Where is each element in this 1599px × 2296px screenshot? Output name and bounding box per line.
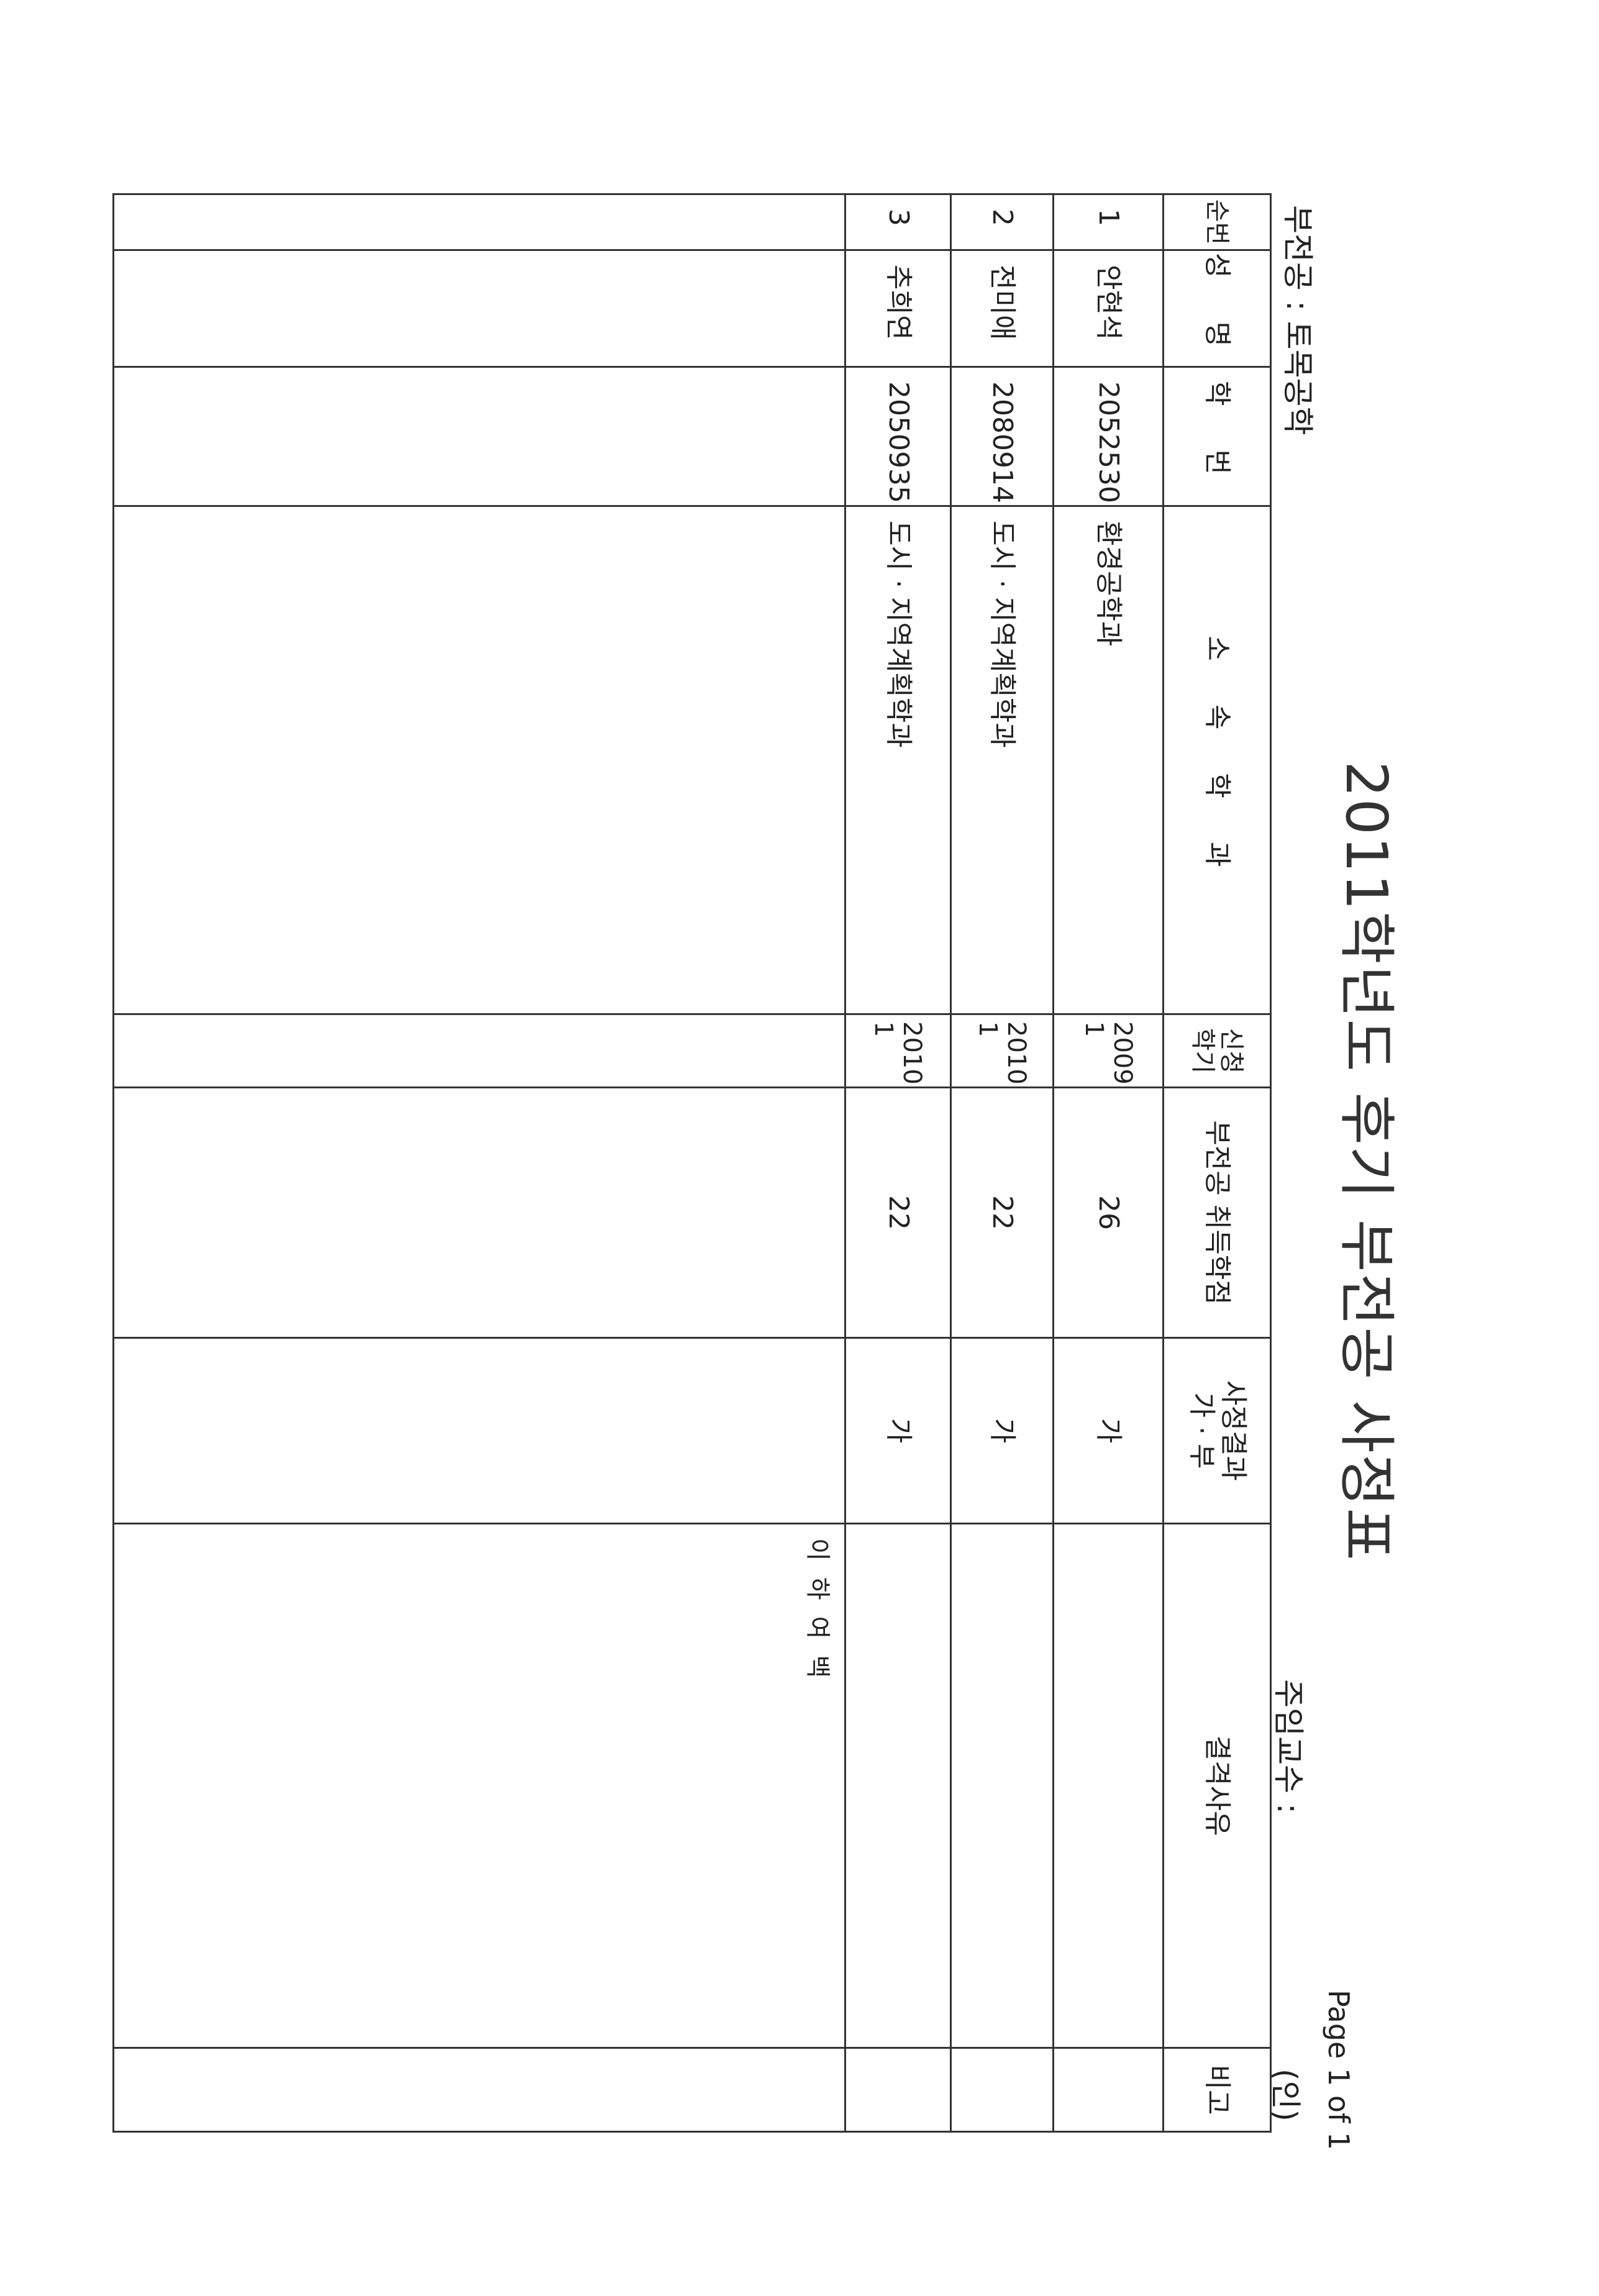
cell-remarks [1053, 2048, 1164, 2132]
table-row: 1 안현석 20525302 환경공학과 2009 1 26 가 [1053, 194, 1164, 2132]
cell-name: 전미애 [950, 250, 1054, 367]
cell-remarks [845, 2048, 951, 2132]
cell-term: 1 [869, 1021, 898, 1037]
cell-department: 도시 · 지역계획학과 [845, 506, 951, 1014]
page-indicator: Page 1 of 1 [1322, 1990, 1355, 2151]
cell-end-note: 이하여백 [113, 1523, 845, 2048]
cell-empty [113, 1087, 845, 1338]
cell-no: 3 [845, 194, 951, 250]
cell-term: 1 [973, 1021, 1002, 1037]
header-name: 성 명 [1163, 250, 1271, 367]
header-department: 소 속 학 과 [1163, 506, 1271, 1014]
cell-result: 가 [950, 1337, 1054, 1524]
cell-empty [113, 194, 845, 250]
cell-credits: 26 [1053, 1087, 1164, 1338]
cell-semester: 2010 1 [845, 1014, 951, 1088]
seal-label: (인) [1267, 2069, 1303, 2122]
header-no: 순번 [1163, 194, 1271, 250]
cell-disqualification [950, 1523, 1054, 2048]
table-header-row: 순번 성 명 학 번 소 속 학 과 신청 학기 부전공 취득학점 사정결과 가 ·… [1163, 194, 1271, 2132]
cell-year: 2010 [898, 1021, 927, 1085]
professor-label: 주임교수 : [1270, 1679, 1306, 1814]
header-semester-line1: 신청 [1217, 1027, 1246, 1074]
cell-department: 환경공학과 [1053, 506, 1164, 1014]
cell-no: 2 [950, 194, 1054, 250]
cell-student-id: 20809141 [950, 367, 1054, 506]
header-semester-line2: 학기 [1188, 1027, 1217, 1074]
cell-credits: 22 [845, 1087, 951, 1338]
cell-semester: 2010 1 [950, 1014, 1054, 1088]
cell-disqualification [1053, 1523, 1164, 2048]
cell-student-id: 20525302 [1053, 367, 1164, 506]
header-result: 사정결과 가 · 부 [1163, 1337, 1271, 1524]
cell-term: 1 [1080, 1021, 1108, 1037]
cell-year: 2010 [1002, 1021, 1031, 1085]
table-row: 2 전미애 20809141 도시 · 지역계획학과 2010 1 22 가 [950, 194, 1054, 2132]
cell-empty [113, 506, 845, 1014]
header-remarks: 비고 [1163, 2048, 1271, 2132]
header-semester: 신청 학기 [1163, 1014, 1271, 1088]
cell-empty [113, 250, 845, 367]
table-row: 3 추희연 20509357 도시 · 지역계획학과 2010 1 22 가 [845, 194, 951, 2132]
header-disqualification: 결격사유 [1163, 1523, 1271, 2048]
cell-empty [113, 367, 845, 506]
cell-disqualification [845, 1523, 951, 2048]
end-note: 이하여백 [803, 1538, 832, 1695]
header-student-id: 학 번 [1163, 367, 1271, 506]
cell-result: 가 [1053, 1337, 1164, 1524]
cell-empty [113, 1337, 845, 1524]
cell-year: 2009 [1108, 1021, 1137, 1085]
document-title: 2011학년도 후기 부전공 사정표 [1333, 761, 1400, 1562]
cell-student-id: 20509357 [845, 367, 951, 506]
cell-empty [113, 2048, 845, 2132]
table-empty-row: 이하여백 [113, 194, 845, 2132]
cell-name: 안현석 [1053, 250, 1164, 367]
cell-empty [113, 1014, 845, 1088]
cell-semester: 2009 1 [1053, 1014, 1164, 1088]
evaluation-table: 순번 성 명 학 번 소 속 학 과 신청 학기 부전공 취득학점 사정결과 가 ·… [112, 193, 1272, 2133]
header-result-line1: 사정결과 [1217, 1380, 1249, 1481]
header-result-line2: 가 · 부 [1186, 1392, 1218, 1469]
cell-remarks [950, 2048, 1054, 2132]
cell-result: 가 [845, 1337, 951, 1524]
cell-no: 1 [1053, 194, 1164, 250]
cell-department: 도시 · 지역계획학과 [950, 506, 1054, 1014]
cell-name: 추희연 [845, 250, 951, 367]
header-credits: 부전공 취득학점 [1163, 1087, 1271, 1338]
cell-credits: 22 [950, 1087, 1054, 1338]
minor-field-label: 부전공 : 토목공학 [1280, 205, 1316, 435]
